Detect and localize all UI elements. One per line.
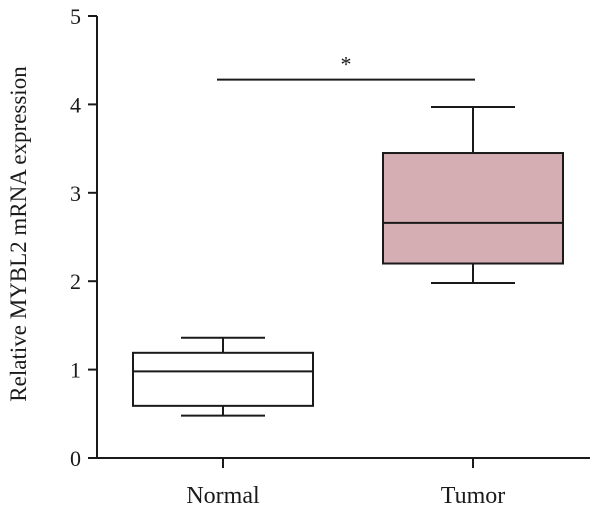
- y-tick-label: 1: [70, 358, 81, 383]
- y-tick-label: 0: [70, 446, 81, 471]
- y-tick-label: 5: [70, 4, 81, 29]
- iqr-box: [132, 351, 314, 407]
- significance-marker: *: [341, 52, 352, 77]
- y-tick-label: 4: [70, 92, 81, 117]
- box-normal: [132, 336, 314, 417]
- y-axis-label: Relative MYBL2 mRNA expression: [6, 66, 31, 402]
- y-axis: 0 1 2 3 4 5: [70, 4, 98, 471]
- y-tick-label: 2: [70, 269, 81, 294]
- x-axis: Normal Tumor: [97, 457, 590, 509]
- x-tick-label: Normal: [186, 483, 260, 509]
- annotations: *: [217, 52, 475, 81]
- box-tumor: [382, 106, 564, 284]
- y-tick-label: 3: [70, 181, 81, 206]
- x-tick-label: Tumor: [441, 483, 505, 509]
- iqr-box: [382, 152, 564, 265]
- boxes: [132, 106, 564, 417]
